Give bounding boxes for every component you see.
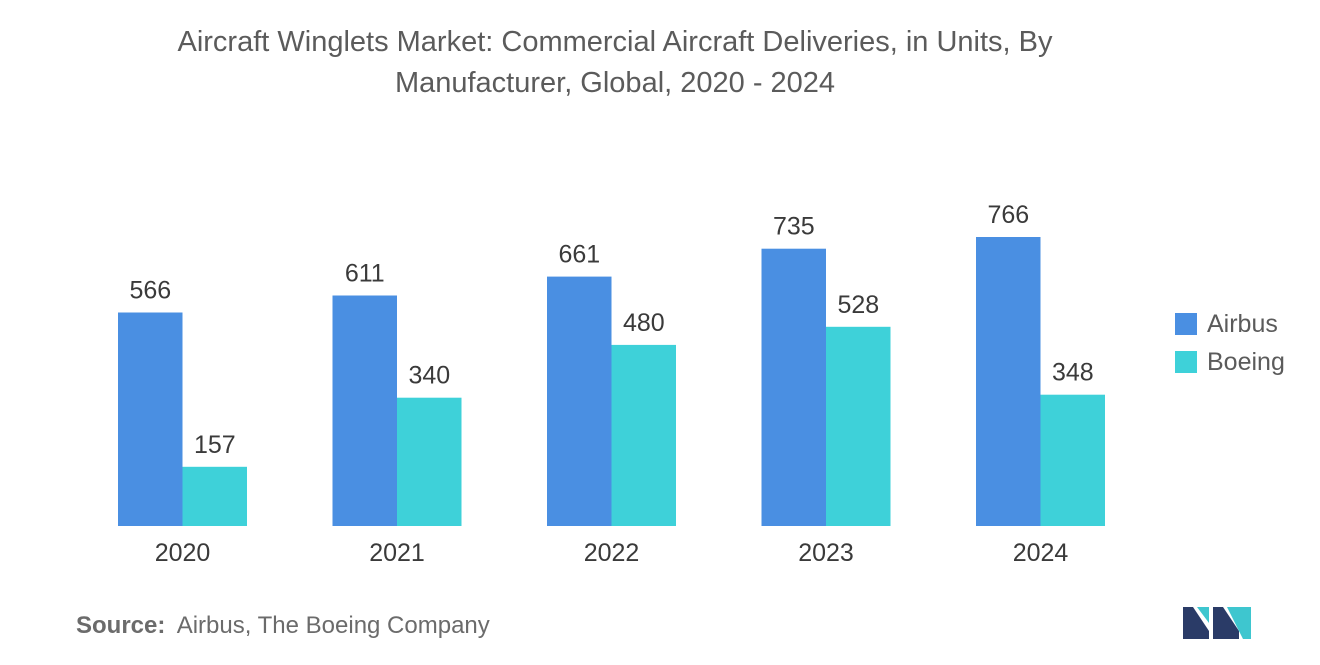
x-tick-label-2022: 2022 [584, 539, 640, 567]
bar-airbus-2023 [761, 248, 826, 526]
data-label-airbus-2020: 566 [129, 277, 171, 305]
x-tick-label-2021: 2021 [369, 539, 425, 567]
data-label-boeing-2022: 480 [623, 309, 665, 337]
bar-airbus-2022 [547, 276, 612, 526]
mordor-intelligence-logo-icon [1183, 607, 1251, 639]
bar-boeing-2023 [826, 326, 891, 526]
x-tick-label-2024: 2024 [1013, 539, 1069, 567]
data-label-airbus-2021: 611 [345, 260, 385, 288]
bar-airbus-2021 [332, 295, 397, 526]
bar-boeing-2021 [397, 397, 462, 526]
legend-swatch-boeing [1175, 351, 1197, 373]
bar-boeing-2022 [611, 344, 676, 526]
legend-item-boeing: Boeing [1175, 343, 1285, 381]
data-label-boeing-2023: 528 [837, 291, 879, 319]
data-label-boeing-2024: 348 [1052, 359, 1094, 387]
chart-title-line-1: Aircraft Winglets Market: Commercial Air… [177, 26, 1053, 58]
legend-item-airbus: Airbus [1175, 305, 1285, 343]
legend-swatch-airbus [1175, 313, 1197, 335]
legend-label-boeing: Boeing [1207, 347, 1285, 376]
source-key: Source: [76, 612, 166, 639]
data-label-boeing-2020: 157 [194, 431, 236, 459]
x-tick-label-2023: 2023 [798, 539, 854, 567]
bar-airbus-2020 [118, 312, 183, 526]
source-note: Source: Airbus, The Boeing Company [76, 612, 490, 640]
bar-boeing-2020 [182, 466, 247, 526]
source-text: Airbus, The Boeing Company [176, 612, 490, 639]
data-label-airbus-2022: 661 [558, 241, 600, 269]
legend-label-airbus: Airbus [1207, 309, 1278, 338]
data-label-boeing-2021: 340 [408, 362, 450, 390]
data-label-airbus-2023: 735 [773, 213, 815, 241]
chart-title: Aircraft Winglets Market: Commercial Air… [40, 22, 1190, 104]
bar-boeing-2024 [1040, 394, 1105, 526]
data-label-airbus-2024: 766 [987, 201, 1029, 229]
chart-legend: Airbus Boeing [1175, 305, 1285, 381]
chart-title-line-2: Manufacturer, Global, 2020 - 2024 [394, 67, 836, 99]
x-tick-label-2020: 2020 [155, 539, 211, 567]
bar-airbus-2024 [976, 237, 1041, 526]
